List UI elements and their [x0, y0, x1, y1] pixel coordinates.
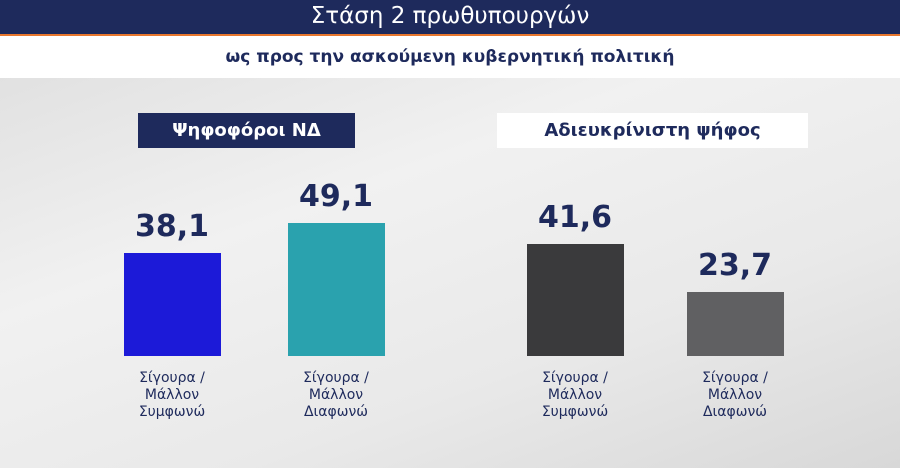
- panel-title: Ψηφοφόροι ΝΔ: [138, 113, 355, 148]
- value-label: 41,6: [537, 199, 613, 235]
- category-label: Σίγουρα /Μάλλον Συμφωνώ: [138, 370, 206, 420]
- banner: [0, 0, 900, 36]
- category-label: Σίγουρα /Μάλλον Διαφωνώ: [702, 370, 768, 420]
- value-label: 38,1: [134, 209, 210, 245]
- subtitle: ως προς την ασκούμενη κυβερνητική πολιτι…: [225, 47, 675, 67]
- panel-title: Αδιευκρίνιστη ψήφος: [497, 113, 808, 148]
- bar: [287, 223, 385, 356]
- bar: [686, 292, 784, 356]
- subtitle-band: [0, 36, 900, 78]
- bar: [526, 243, 624, 356]
- value-label: 23,7: [697, 248, 773, 283]
- category-label: Σίγουρα /Μάλλον Συμφωνώ: [541, 370, 609, 420]
- title: Στάση 2 πρωθυπουργών: [310, 3, 590, 29]
- category-label: Σίγουρα /Μάλλον Διαφωνώ: [303, 370, 369, 420]
- value-label: 49,1: [298, 179, 374, 215]
- bar: [123, 253, 221, 356]
